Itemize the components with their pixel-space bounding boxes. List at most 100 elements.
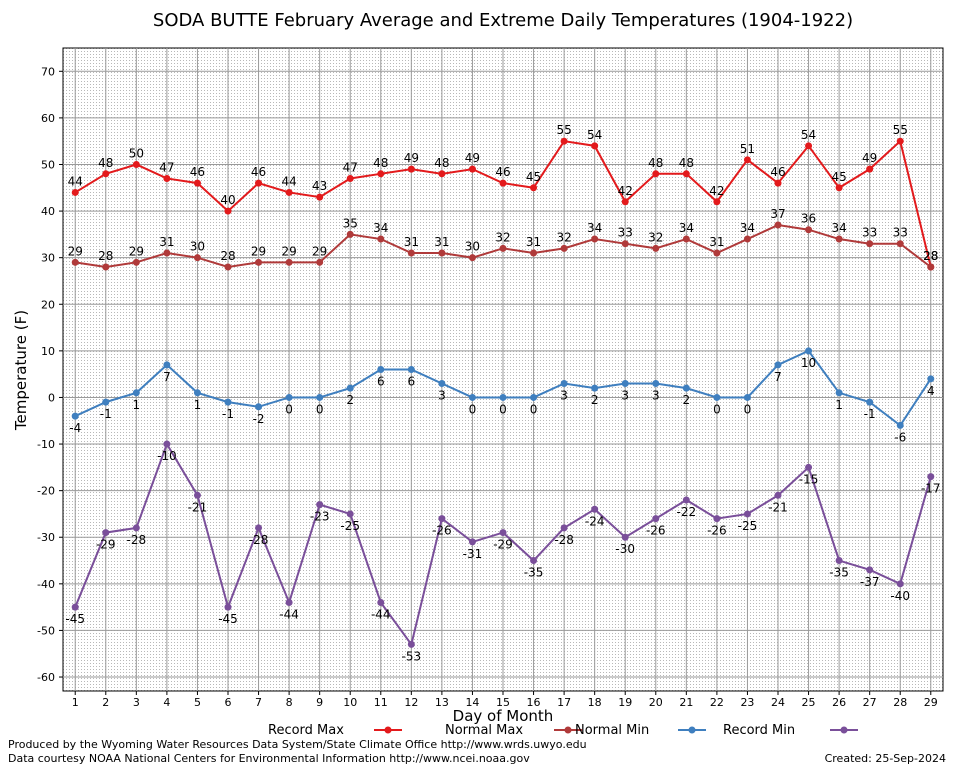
y-tick-label: -60 [37,671,55,684]
data-label: 29 [312,244,327,258]
data-point [743,510,751,518]
data-point [132,524,140,532]
data-point [774,491,782,499]
data-label: -29 [96,538,116,552]
data-label: -17 [921,482,941,496]
data-point [835,389,843,397]
data-label: -10 [157,449,177,463]
data-point [896,240,904,248]
data-label: -1 [864,407,876,421]
y-tick-label: 40 [41,205,55,218]
data-label: -1 [222,407,234,421]
data-point [377,170,385,178]
data-point [835,235,843,243]
x-tick-label: 6 [225,696,232,709]
data-point [652,170,660,178]
data-point [377,366,385,373]
data-point [774,361,782,369]
legend-marker [688,726,696,734]
data-point [927,263,935,271]
x-tick-label: 9 [316,696,323,709]
data-point [132,258,140,266]
data-point [805,347,813,355]
data-label: 34 [831,221,846,235]
data-point [591,142,599,150]
data-point [255,179,263,187]
data-label: 35 [343,216,358,230]
data-label: 2 [591,393,599,407]
data-label: 28 [220,249,235,263]
data-point [132,389,140,397]
x-tick-label: 28 [893,696,907,709]
data-point [285,188,293,196]
data-label: 44 [68,174,83,188]
data-point [866,240,874,248]
data-point [102,170,110,178]
data-label: 3 [621,388,629,402]
data-point [621,379,629,387]
data-point [499,179,507,187]
data-label: 4 [927,384,935,398]
data-label: -26 [646,524,666,538]
series-normal-min: -4 -1 1 7 1 -1 -2 0 0 2 6 6 3 0 0 0 3 2 3 3 2 0 0 7 10 1 -1 -6 4 [69,347,935,444]
data-label: 30 [465,240,480,254]
data-point [102,398,110,406]
x-axis-label: Day of Month [453,707,554,725]
data-label: 47 [343,160,358,174]
data-label: -44 [371,607,391,621]
y-tick-label: 70 [41,65,55,78]
data-point [285,598,293,606]
data-point [438,170,446,178]
data-point [407,366,415,373]
y-axis-label: Temperature (F) [12,310,30,431]
x-tick-label: 26 [832,696,846,709]
data-label: 37 [770,207,785,221]
data-point [621,533,629,541]
data-point [468,254,476,262]
data-label: 1 [835,398,843,412]
data-point [560,379,568,387]
data-label: 51 [740,142,755,156]
data-point [713,249,721,257]
series-normal-max: 29 28 29 31 30 28 29 29 29 35 34 31 31 30 32 31 32 34 33 32… [68,207,938,271]
data-label: 34 [740,221,755,235]
data-label: 43 [312,179,327,193]
data-label: -6 [894,430,906,444]
data-point [102,529,110,537]
data-point [835,557,843,565]
data-point [468,393,476,401]
data-point [163,174,171,182]
data-point [652,515,660,523]
data-label: -21 [768,500,788,514]
data-label: 1 [133,398,141,412]
x-tick-label: 22 [710,696,724,709]
data-point [530,393,538,401]
footer-courtesy: Data courtesy NOAA National Centers for … [8,752,530,765]
data-label: 0 [744,402,752,416]
data-label: 40 [220,193,235,207]
data-label: 29 [68,244,83,258]
y-tick-label: -20 [37,485,55,498]
data-point [71,412,79,420]
data-label: 0 [316,402,324,416]
data-point [621,240,629,248]
data-label: 0 [713,402,721,416]
data-label: 0 [530,402,538,416]
data-point [224,398,232,406]
legend-label: Normal Max [445,723,523,738]
data-label: -40 [890,589,910,603]
data-label: -31 [463,547,483,561]
data-label: 29 [129,244,144,258]
data-point [682,384,690,392]
legend: Record Max Normal Max Normal Min Record Min [268,723,858,738]
data-point [346,230,354,238]
data-label: 48 [648,156,663,170]
x-tick-label: 24 [771,696,785,709]
x-tick-label: 2 [102,696,109,709]
data-point [193,389,201,397]
data-label: 3 [652,388,660,402]
x-tick-label: 20 [649,696,663,709]
data-label: 49 [465,151,480,165]
footer-produced-by: Produced by the Wyoming Water Resources … [8,738,587,751]
